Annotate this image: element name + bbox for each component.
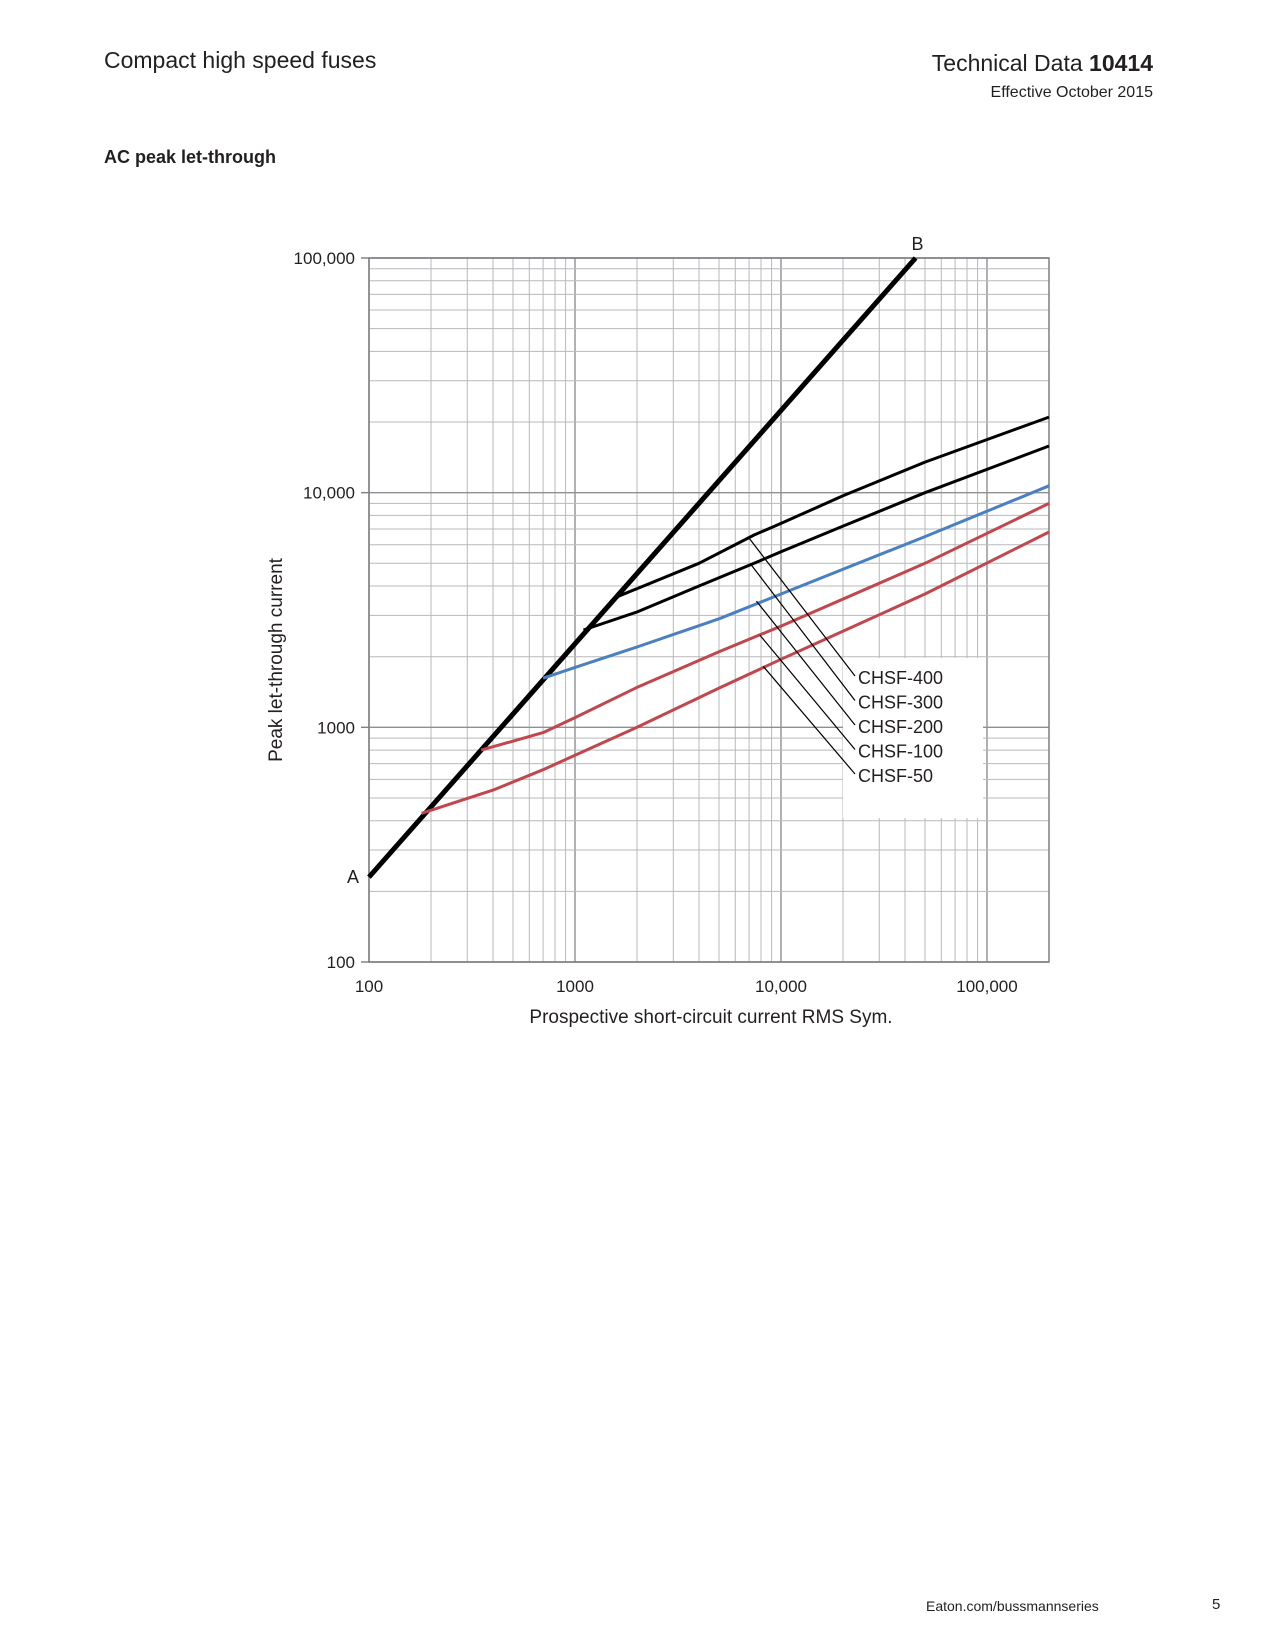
technical-data-prefix: Technical Data xyxy=(931,50,1083,76)
series-line-1 xyxy=(616,415,1050,599)
x-tick-label: 100 xyxy=(355,977,383,996)
y-axis-label: Peak let-through current xyxy=(266,557,287,762)
x-tick-label: 1000 xyxy=(556,977,594,996)
chart-grid xyxy=(361,257,1050,963)
legend-label: CHSF-200 xyxy=(858,717,943,737)
leader-line xyxy=(748,537,856,677)
legend-label: CHSF-100 xyxy=(858,742,943,762)
series-line-4 xyxy=(480,502,1050,752)
legend-label: CHSF-400 xyxy=(858,668,943,688)
leader-line xyxy=(755,600,856,726)
series-line-2 xyxy=(583,444,1050,632)
x-tick-label: 100,000 xyxy=(956,977,1017,996)
y-tick-label: 100 xyxy=(327,953,355,972)
y-tick-label: 100,000 xyxy=(294,249,355,268)
leader-line xyxy=(762,665,856,775)
chart-series xyxy=(367,256,1050,879)
legend-box xyxy=(843,658,983,818)
legend-label: CHSF-50 xyxy=(858,766,933,786)
leader-line xyxy=(759,634,856,750)
document-title: Compact high speed fuses xyxy=(104,47,377,73)
plot-frame xyxy=(368,257,1050,963)
series-line-0 xyxy=(367,256,918,879)
x-tick-label: 10,000 xyxy=(755,977,807,996)
footer-url[interactable]: Eaton.com/bussmannseries xyxy=(926,1598,1099,1614)
page-number: 5 xyxy=(1212,1596,1221,1613)
chart-labels: CHSF-400 CHSF-300 CHSF-200 CHSF-100 CHSF-50 1… xyxy=(294,234,1018,996)
leader-line xyxy=(751,565,856,701)
peak-let-through-chart: CHSF-400 CHSF-300 CHSF-200 CHSF-100 CHSF-50 1… xyxy=(266,234,1050,1028)
annotation-a: A xyxy=(347,867,359,887)
technical-data-number: 10414 xyxy=(1089,50,1153,76)
legend-leaders xyxy=(748,537,856,775)
legend-label: CHSF-300 xyxy=(858,693,943,713)
technical-data-label: Technical Data 10414 xyxy=(932,50,1153,77)
y-tick-label: 1000 xyxy=(317,718,355,737)
y-tick-label: 10,000 xyxy=(303,484,355,503)
series-line-3 xyxy=(542,484,1050,680)
annotation-b: B xyxy=(912,234,924,254)
effective-date: Effective October 2015 xyxy=(990,84,1153,101)
series-line-5 xyxy=(421,530,1050,815)
x-axis-label: Prospective short-circuit current RMS Sy… xyxy=(529,1007,892,1028)
section-title: AC peak let-through xyxy=(104,147,277,167)
